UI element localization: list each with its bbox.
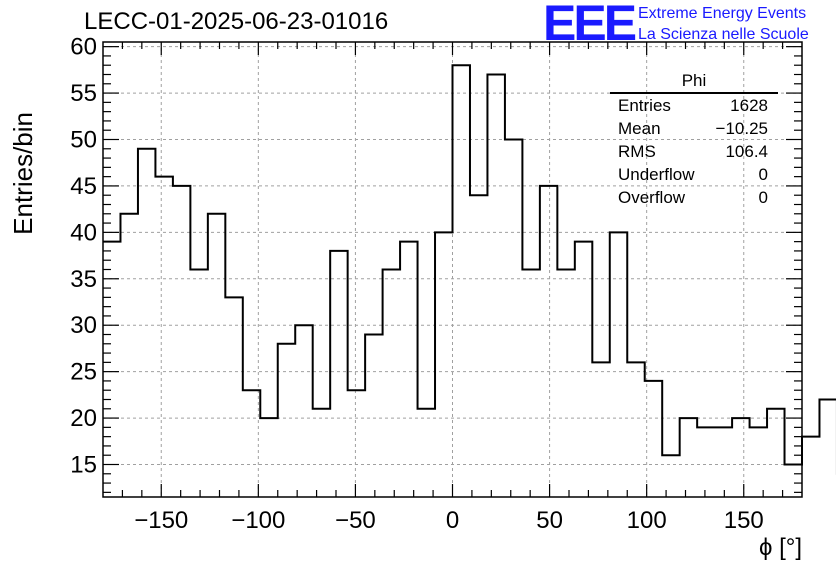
logo-line-2: La Scienza nelle Scuole [638, 26, 809, 43]
x-tick-label: −100 [231, 507, 285, 534]
plot-frame [102, 41, 803, 498]
y-tick-label: 25 [70, 359, 97, 386]
y-tick-label: 60 [70, 34, 97, 61]
y-tick-label: 40 [70, 219, 97, 246]
stats-value: 0 [758, 165, 768, 184]
stats-row-underflow: Underflow 0 [610, 164, 778, 187]
stats-label: Overflow [618, 188, 686, 207]
stats-box: Phi Entries 1628 Mean −10.25 RMS 106.4 U… [610, 70, 778, 210]
x-tick-label: −150 [134, 507, 188, 534]
x-tick-label: 150 [724, 507, 764, 534]
x-axis-label: ϕ [°] [758, 534, 802, 561]
histogram-outline [103, 64, 836, 475]
y-axis-label: Entries/bin [8, 112, 38, 235]
stats-title: Phi [681, 71, 707, 90]
eee-logo: EEE [543, 0, 637, 51]
stats-value: 0 [758, 188, 768, 207]
stats-label: Entries [618, 96, 671, 115]
stats-label: Underflow [618, 165, 695, 184]
y-tick-label: 30 [70, 312, 97, 339]
stats-divider [610, 92, 778, 94]
x-tick-label: 50 [536, 507, 563, 534]
axis-ticks [103, 42, 802, 497]
logo-line-1: Extreme Energy Events [638, 5, 807, 22]
stats-label: Mean [618, 119, 661, 138]
y-tick-label: 35 [70, 266, 97, 293]
y-tick-label: 50 [70, 127, 97, 154]
x-tick-label: 100 [627, 507, 667, 534]
y-tick-label: 15 [70, 452, 97, 479]
stats-value: 106.4 [725, 142, 768, 161]
stats-row-overflow: Overflow 0 [610, 187, 778, 210]
y-tick-label: 45 [70, 173, 97, 200]
y-tick-label: 55 [70, 80, 97, 107]
x-tick-label: −50 [335, 507, 376, 534]
x-tick-label: 0 [446, 507, 459, 534]
stats-label: RMS [618, 142, 656, 161]
chart-title: LECC-01-2025-06-23-01016 [84, 8, 389, 35]
y-tick-label: 20 [70, 405, 97, 432]
stats-value: −10.25 [715, 119, 768, 138]
tick-labels: −150 −100 −50 0 50 100 150 15 20 25 30 35 40 45 50 55 60 [70, 34, 763, 534]
stats-row-mean: Mean −10.25 [610, 118, 778, 141]
stats-row-rms: RMS 106.4 [610, 141, 778, 164]
stats-value: 1628 [730, 96, 768, 115]
stats-row-entries: Entries 1628 [610, 95, 778, 118]
